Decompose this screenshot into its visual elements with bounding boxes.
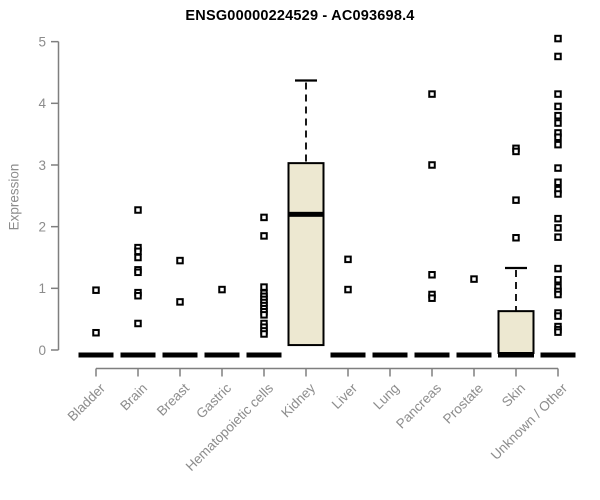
zero-median-bar xyxy=(78,352,114,358)
x-tick-label: Pancreas xyxy=(393,380,444,431)
outlier-point xyxy=(512,234,520,242)
outlier-point xyxy=(260,232,268,240)
outlier-point xyxy=(218,285,226,294)
box xyxy=(497,310,535,354)
x-tick-label: Prostate xyxy=(440,381,486,427)
y-tick-label: 4 xyxy=(38,96,46,111)
outlier-point xyxy=(554,90,562,98)
outlier-point xyxy=(92,286,100,294)
outlier-point xyxy=(554,264,562,273)
outlier-point xyxy=(554,312,562,320)
x-tick-label: Gastric xyxy=(193,380,234,421)
x-tick-label: Skin xyxy=(499,381,528,410)
outlier-point xyxy=(134,206,142,214)
outlier-point xyxy=(554,290,562,299)
zero-median-bar xyxy=(246,352,282,358)
outlier-point xyxy=(554,275,562,284)
outlier-point xyxy=(554,224,562,232)
outlier-point xyxy=(554,178,562,187)
x-tick-label: Kidney xyxy=(278,380,318,420)
outlier-point xyxy=(260,330,268,338)
box xyxy=(287,162,325,347)
x-tick-label: Brain xyxy=(117,381,150,414)
outlier-point xyxy=(554,119,562,127)
zero-median-bar xyxy=(330,352,366,358)
median-line xyxy=(498,352,534,358)
outlier-point xyxy=(134,247,142,256)
outlier-point xyxy=(260,311,268,319)
zero-median-bar xyxy=(414,352,450,358)
outlier-point xyxy=(134,319,142,328)
zero-median-bar xyxy=(540,352,576,358)
outlier-point xyxy=(554,133,562,141)
outlier-point xyxy=(134,268,142,277)
x-tick-label: Bladder xyxy=(65,380,109,424)
chart-title: ENSG00000224529 - AC093698.4 xyxy=(185,8,415,24)
zero-median-bar xyxy=(456,352,492,358)
outlier-point xyxy=(260,213,268,222)
y-tick-label: 3 xyxy=(38,158,46,173)
y-tick-label: 1 xyxy=(38,281,46,296)
x-tick-label: Breast xyxy=(154,380,192,418)
median-line xyxy=(288,211,324,217)
outlier-point xyxy=(176,298,184,306)
y-tick-label: 0 xyxy=(38,343,46,358)
outlier-point xyxy=(260,283,268,291)
outlier-point xyxy=(344,285,352,294)
outlier-point xyxy=(470,275,478,283)
y-tick-label: 5 xyxy=(38,34,46,49)
outlier-point xyxy=(554,233,562,241)
outlier-point xyxy=(554,111,562,120)
zero-median-bar xyxy=(372,352,408,358)
outlier-point xyxy=(554,214,562,223)
outlier-point xyxy=(134,253,142,262)
zero-median-bar xyxy=(204,352,240,358)
x-tick-label: Lung xyxy=(370,381,402,413)
outlier-point xyxy=(428,161,436,169)
outlier-point xyxy=(428,294,436,302)
x-tick-label: Liver xyxy=(329,380,361,412)
zero-median-bar xyxy=(162,352,198,358)
outlier-point xyxy=(512,147,520,156)
outlier-point xyxy=(92,328,100,337)
outlier-point xyxy=(554,34,562,43)
outlier-point xyxy=(554,52,562,61)
outlier-point xyxy=(554,328,562,336)
x-tick-label: Unknown / Other xyxy=(488,380,571,463)
zero-median-bar xyxy=(120,352,156,358)
outlier-point xyxy=(554,190,562,198)
outlier-point xyxy=(554,102,562,111)
outlier-point xyxy=(428,271,436,279)
outlier-point xyxy=(512,196,520,204)
outlier-point xyxy=(344,255,352,264)
outlier-point xyxy=(428,90,436,98)
y-tick-label: 2 xyxy=(38,219,46,234)
y-axis-title: Expression xyxy=(6,163,22,231)
outlier-point xyxy=(176,256,184,265)
outlier-point xyxy=(554,164,562,172)
outlier-point xyxy=(134,291,142,300)
outlier-point xyxy=(554,140,562,149)
